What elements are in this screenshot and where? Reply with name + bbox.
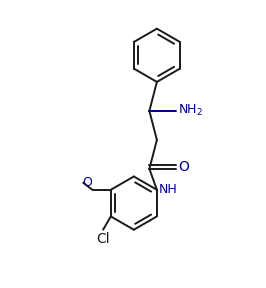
Text: O: O	[178, 160, 189, 174]
Text: O: O	[82, 176, 92, 189]
Text: NH: NH	[159, 183, 177, 196]
Text: NH$_2$: NH$_2$	[178, 103, 203, 118]
Text: Cl: Cl	[97, 232, 110, 246]
